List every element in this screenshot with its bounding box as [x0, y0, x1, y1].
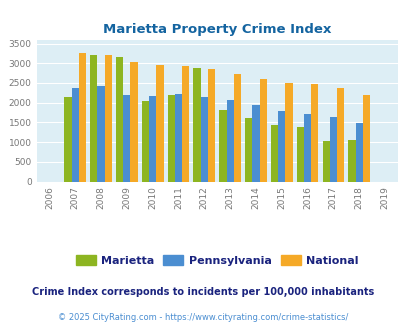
Bar	[277, 111, 285, 182]
Bar	[104, 55, 112, 182]
Bar	[193, 68, 200, 182]
Bar	[156, 65, 163, 182]
Bar	[116, 56, 123, 182]
Bar	[141, 102, 149, 182]
Legend: Marietta, Pennsylvania, National: Marietta, Pennsylvania, National	[71, 251, 362, 271]
Bar	[79, 53, 86, 182]
Bar	[252, 105, 259, 182]
Bar	[200, 97, 207, 182]
Bar	[329, 117, 336, 182]
Bar	[310, 84, 318, 182]
Bar	[123, 95, 130, 182]
Text: © 2025 CityRating.com - https://www.cityrating.com/crime-statistics/: © 2025 CityRating.com - https://www.city…	[58, 313, 347, 322]
Bar	[97, 86, 104, 182]
Bar	[233, 74, 240, 182]
Bar	[175, 94, 182, 182]
Bar	[130, 62, 137, 182]
Title: Marietta Property Crime Index: Marietta Property Crime Index	[103, 23, 330, 36]
Bar	[219, 110, 226, 182]
Bar	[322, 141, 329, 182]
Bar	[245, 118, 252, 182]
Bar	[207, 69, 215, 182]
Bar	[64, 97, 71, 182]
Bar	[182, 66, 189, 182]
Bar	[285, 83, 292, 182]
Bar	[336, 88, 343, 182]
Bar	[303, 114, 310, 182]
Bar	[347, 140, 355, 182]
Bar	[71, 88, 79, 182]
Bar	[149, 96, 156, 182]
Bar	[90, 54, 97, 182]
Bar	[355, 123, 362, 182]
Bar	[167, 95, 175, 182]
Bar	[226, 100, 233, 182]
Bar	[296, 127, 303, 182]
Bar	[259, 80, 266, 182]
Bar	[362, 95, 369, 182]
Bar	[270, 125, 277, 182]
Text: Crime Index corresponds to incidents per 100,000 inhabitants: Crime Index corresponds to incidents per…	[32, 287, 373, 297]
